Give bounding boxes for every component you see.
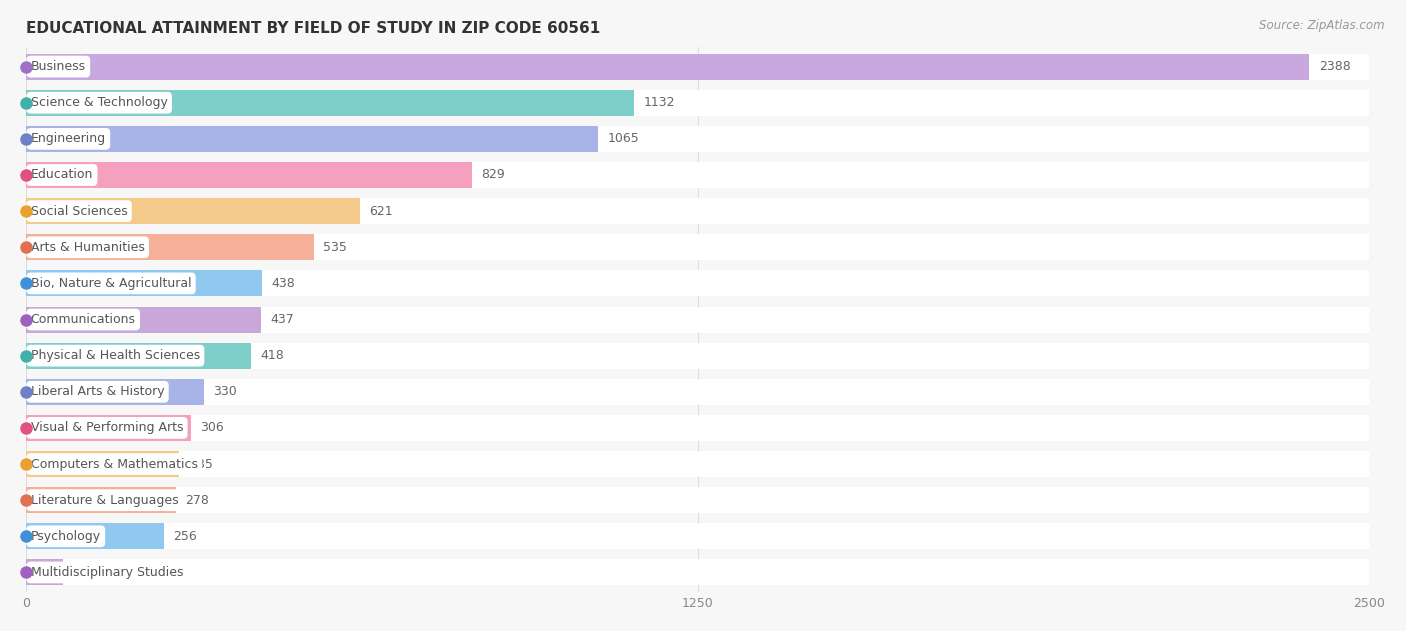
Text: Multidisciplinary Studies: Multidisciplinary Studies bbox=[31, 566, 183, 579]
Bar bbox=[27, 198, 360, 224]
Text: 256: 256 bbox=[173, 530, 197, 543]
Text: Education: Education bbox=[31, 168, 93, 182]
Bar bbox=[27, 198, 1369, 224]
Text: Liberal Arts & History: Liberal Arts & History bbox=[31, 386, 165, 398]
Bar bbox=[27, 379, 1369, 404]
Bar bbox=[27, 54, 1369, 80]
Text: Social Sciences: Social Sciences bbox=[31, 204, 128, 218]
Text: 535: 535 bbox=[323, 241, 347, 254]
Text: 1132: 1132 bbox=[644, 96, 676, 109]
Text: 829: 829 bbox=[481, 168, 505, 182]
Bar bbox=[27, 415, 191, 441]
Bar bbox=[27, 343, 250, 369]
Text: 438: 438 bbox=[271, 277, 295, 290]
Text: 2388: 2388 bbox=[1319, 60, 1351, 73]
Bar bbox=[27, 487, 1369, 513]
Bar bbox=[27, 451, 1369, 477]
Bar bbox=[27, 126, 1369, 152]
Text: Visual & Performing Arts: Visual & Performing Arts bbox=[31, 422, 183, 434]
Bar bbox=[27, 126, 599, 152]
Bar bbox=[27, 379, 204, 404]
Text: Engineering: Engineering bbox=[31, 133, 105, 145]
Text: 621: 621 bbox=[370, 204, 394, 218]
Text: Arts & Humanities: Arts & Humanities bbox=[31, 241, 145, 254]
Bar bbox=[27, 451, 180, 477]
Bar bbox=[27, 90, 634, 115]
Bar bbox=[27, 90, 1369, 115]
Bar bbox=[27, 162, 1369, 188]
Text: 285: 285 bbox=[190, 457, 214, 471]
Bar bbox=[27, 487, 176, 513]
Bar bbox=[27, 523, 1369, 550]
Text: 278: 278 bbox=[186, 493, 209, 507]
Bar bbox=[27, 234, 1369, 260]
Bar bbox=[27, 560, 1369, 586]
Bar bbox=[27, 307, 262, 333]
Bar bbox=[27, 270, 1369, 297]
Text: 306: 306 bbox=[201, 422, 224, 434]
Text: 68: 68 bbox=[73, 566, 89, 579]
Text: Psychology: Psychology bbox=[31, 530, 101, 543]
Text: Business: Business bbox=[31, 60, 86, 73]
Text: Bio, Nature & Agricultural: Bio, Nature & Agricultural bbox=[31, 277, 191, 290]
Text: 330: 330 bbox=[214, 386, 238, 398]
Text: Literature & Languages: Literature & Languages bbox=[31, 493, 179, 507]
Text: EDUCATIONAL ATTAINMENT BY FIELD OF STUDY IN ZIP CODE 60561: EDUCATIONAL ATTAINMENT BY FIELD OF STUDY… bbox=[27, 21, 600, 36]
Text: Source: ZipAtlas.com: Source: ZipAtlas.com bbox=[1260, 19, 1385, 32]
Text: 437: 437 bbox=[271, 313, 294, 326]
Text: Computers & Mathematics: Computers & Mathematics bbox=[31, 457, 198, 471]
Text: 1065: 1065 bbox=[609, 133, 640, 145]
Bar bbox=[27, 523, 165, 550]
Text: Communications: Communications bbox=[31, 313, 136, 326]
Text: Science & Technology: Science & Technology bbox=[31, 96, 167, 109]
Bar bbox=[27, 415, 1369, 441]
Bar bbox=[27, 270, 262, 297]
Text: Physical & Health Sciences: Physical & Health Sciences bbox=[31, 349, 200, 362]
Bar bbox=[27, 54, 1309, 80]
Bar bbox=[27, 307, 1369, 333]
Bar bbox=[27, 343, 1369, 369]
Text: 418: 418 bbox=[260, 349, 284, 362]
Bar bbox=[27, 234, 314, 260]
Bar bbox=[27, 560, 63, 586]
Bar bbox=[27, 162, 471, 188]
